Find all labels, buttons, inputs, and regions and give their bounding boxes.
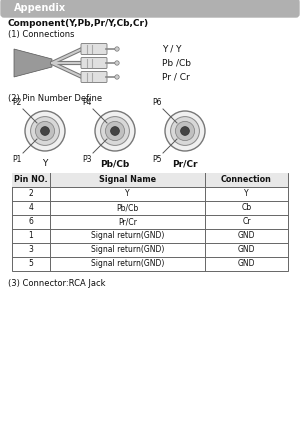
Text: P3: P3 [82, 155, 92, 164]
FancyBboxPatch shape [81, 43, 107, 54]
Text: Pr / Cr: Pr / Cr [162, 72, 190, 82]
Circle shape [171, 117, 200, 145]
Circle shape [115, 47, 119, 51]
Text: Y: Y [42, 160, 48, 168]
Text: 5: 5 [28, 259, 33, 269]
Text: Y: Y [125, 189, 130, 198]
Text: Pb/Cb: Pb/Cb [100, 160, 130, 168]
Text: P5: P5 [152, 155, 162, 164]
Circle shape [31, 117, 59, 145]
Text: Signal return(GND): Signal return(GND) [91, 232, 164, 240]
Text: 6: 6 [28, 218, 33, 226]
Bar [12, 173, 288, 187]
Circle shape [35, 121, 55, 141]
Text: P6: P6 [152, 98, 162, 107]
Polygon shape [14, 49, 52, 77]
Circle shape [40, 127, 50, 136]
Text: P2: P2 [13, 98, 22, 107]
Text: GND: GND [238, 232, 255, 240]
Text: Y / Y: Y / Y [162, 45, 182, 53]
Circle shape [115, 61, 119, 65]
FancyBboxPatch shape [81, 72, 107, 83]
Circle shape [115, 75, 119, 79]
Text: Appendix: Appendix [14, 3, 66, 13]
Text: (1) Connections: (1) Connections [8, 30, 74, 40]
Text: GND: GND [238, 245, 255, 255]
Circle shape [105, 121, 124, 141]
Text: 2: 2 [28, 189, 33, 198]
Text: 4: 4 [28, 203, 33, 213]
Text: Signal return(GND): Signal return(GND) [91, 245, 164, 255]
Text: Pb/Cb: Pb/Cb [116, 203, 139, 213]
Circle shape [176, 121, 195, 141]
Text: Pr/Cr: Pr/Cr [172, 160, 198, 168]
Text: (2) Pin Number Define: (2) Pin Number Define [8, 93, 102, 102]
Text: 3: 3 [28, 245, 33, 255]
Text: Cr: Cr [242, 218, 251, 226]
Circle shape [95, 111, 135, 151]
Text: GND: GND [238, 259, 255, 269]
Text: Signal Name: Signal Name [99, 176, 156, 184]
Circle shape [111, 127, 119, 136]
Circle shape [165, 111, 205, 151]
Circle shape [100, 117, 129, 145]
Circle shape [181, 127, 189, 136]
FancyBboxPatch shape [1, 0, 299, 17]
Text: Y: Y [244, 189, 249, 198]
Text: P4: P4 [82, 98, 92, 107]
Text: Pin NO.: Pin NO. [14, 176, 48, 184]
Text: (3) Connector:RCA Jack: (3) Connector:RCA Jack [8, 279, 106, 288]
Text: Connection: Connection [221, 176, 272, 184]
Text: 1: 1 [28, 232, 33, 240]
Text: Signal return(GND): Signal return(GND) [91, 259, 164, 269]
Bar [12, 173, 288, 271]
Circle shape [25, 111, 65, 151]
FancyBboxPatch shape [81, 58, 107, 69]
Text: P1: P1 [13, 155, 22, 164]
Text: Cb: Cb [242, 203, 252, 213]
Text: Pr/Cr: Pr/Cr [118, 218, 137, 226]
Text: Pb /Cb: Pb /Cb [162, 59, 191, 67]
Text: Component(Y,Pb,Pr/Y,Cb,Cr): Component(Y,Pb,Pr/Y,Cb,Cr) [8, 19, 149, 29]
